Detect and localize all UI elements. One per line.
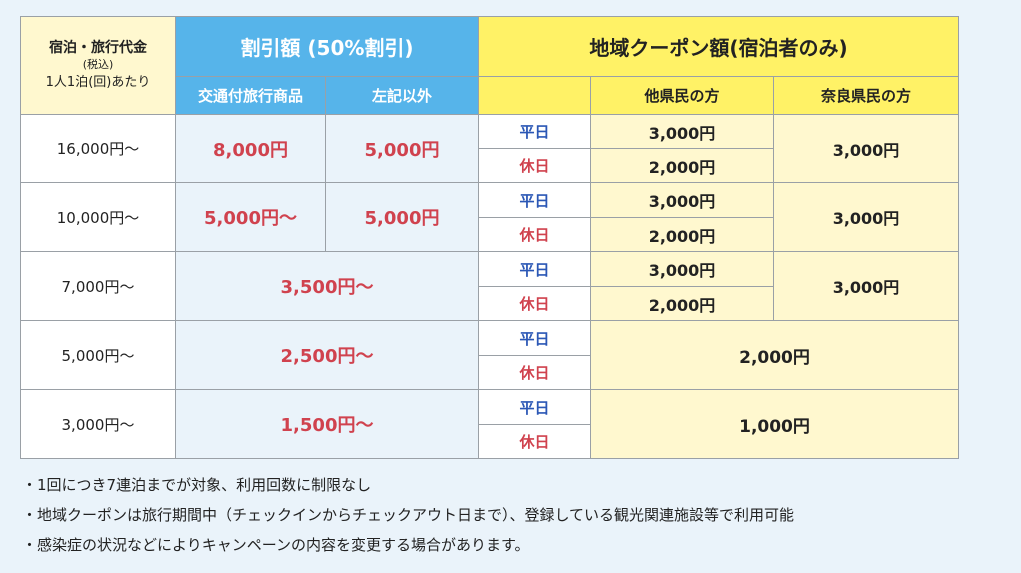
discount-other-header: 左記以外	[325, 76, 479, 115]
price-header-tax: (税込)	[82, 57, 114, 71]
coupon-holiday-cell: 2,000円	[590, 148, 774, 183]
table-row: 休日	[21, 424, 959, 459]
discount-table: 宿泊・旅行代金 (税込) 1人1泊(回)あたり 割引額 (50%割引) 地域クー…	[20, 16, 960, 459]
price-cell: 16,000円～	[20, 114, 176, 183]
price-cell: 5,000円～	[20, 320, 176, 390]
holiday-label: 休日	[478, 286, 591, 321]
note-item: ・地域クーポンは旅行期間中（チェックインからチェックアウト日まで）、登録している…	[22, 506, 795, 524]
header-row-1: 宿泊・旅行代金 (税込) 1人1泊(回)あたり 割引額 (50%割引) 地域クー…	[20, 16, 960, 115]
table-row: 16,000円～ 8,000円 5,000円 平日 3,000円 3,000円	[20, 114, 960, 183]
weekday-label: 平日	[478, 182, 591, 218]
discount-cell: 3,500円～	[175, 251, 479, 321]
coupon-weekday-cell: 3,000円	[590, 114, 774, 149]
table-row: 7,000円～ 3,500円～ 平日 3,000円 3,000円	[20, 251, 960, 321]
header-row-2: 交通付旅行商品 左記以外 他県民の方 奈良県民の方	[21, 76, 960, 115]
weekday-label: 平日	[478, 114, 591, 149]
coupon-nara-cell: 3,000円	[772, 251, 960, 321]
coupon-nara-header: 奈良県民の方	[772, 76, 960, 115]
coupon-day-header	[478, 76, 591, 115]
discount-other-cell: 5,000円	[325, 182, 479, 252]
coupon-weekday-cell: 3,000円	[590, 182, 774, 218]
coupon-all-cell: 1,000円	[589, 389, 960, 459]
price-cell: 10,000円～	[20, 182, 176, 252]
discount-transport-header: 交通付旅行商品	[175, 76, 326, 115]
weekday-label: 平日	[478, 320, 591, 356]
table-row: 休日 2,000円	[21, 286, 959, 321]
note-item: ・1回につき7連泊までが対象、利用回数に制限なし	[22, 476, 372, 494]
price-header-per: 1人1泊(回)あたり	[45, 74, 151, 90]
holiday-label: 休日	[478, 217, 591, 252]
price-cell: 7,000円～	[20, 251, 176, 321]
discount-transport-cell: 5,000円～	[175, 182, 326, 252]
discount-other-cell: 5,000円	[325, 114, 479, 183]
holiday-label: 休日	[478, 424, 591, 459]
discount-cell: 2,500円～	[175, 320, 479, 390]
coupon-holiday-cell: 2,000円	[590, 286, 774, 321]
notes-list: ・1回につき7連泊までが対象、利用回数に制限なし ・地域クーポンは旅行期間中（チ…	[22, 470, 794, 560]
discount-header: 割引額 (50%割引)	[175, 16, 479, 77]
table-row: 休日 2,000円	[21, 148, 959, 183]
table-row: 5,000円～ 2,500円～ 平日 2,000円	[20, 320, 960, 390]
discount-transport-cell: 8,000円	[175, 114, 326, 183]
price-header-title: 宿泊・旅行代金	[49, 39, 147, 56]
coupon-all-cell: 2,000円	[589, 320, 960, 390]
coupon-other-pref-header: 他県民の方	[590, 76, 774, 115]
price-header-cell: 宿泊・旅行代金 (税込) 1人1泊(回)あたり	[20, 16, 176, 115]
weekday-label: 平日	[478, 389, 591, 425]
table-row: 3,000円～ 1,500円～ 平日 1,000円	[20, 389, 960, 459]
coupon-nara-cell: 3,000円	[772, 114, 960, 183]
holiday-label: 休日	[478, 355, 591, 390]
coupon-weekday-cell: 3,000円	[590, 251, 774, 287]
price-cell: 3,000円～	[20, 389, 176, 459]
note-item: ・感染症の状況などによりキャンペーンの内容を変更する場合があります。	[22, 536, 530, 554]
table-row: 10,000円～ 5,000円～ 5,000円 平日 3,000円 3,000円	[20, 182, 960, 252]
table-row: 休日 2,000円	[21, 217, 959, 252]
coupon-holiday-cell: 2,000円	[590, 217, 774, 252]
weekday-label: 平日	[478, 251, 591, 287]
table-row: 休日	[21, 355, 959, 390]
discount-cell: 1,500円～	[175, 389, 479, 459]
coupon-header: 地域クーポン額(宿泊者のみ)	[477, 16, 960, 77]
holiday-label: 休日	[478, 148, 591, 183]
coupon-nara-cell: 3,000円	[772, 182, 960, 252]
